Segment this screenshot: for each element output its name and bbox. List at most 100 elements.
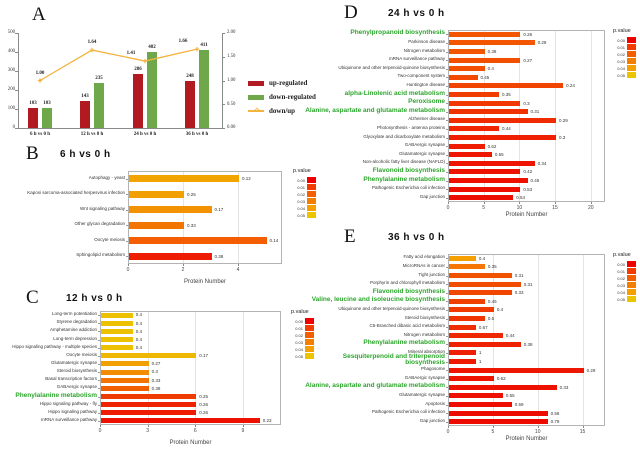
x-tick-mark: [537, 426, 539, 428]
pvalue-label: 0.26: [199, 410, 209, 416]
row-tick-mark: [446, 154, 448, 156]
pathway-label: Amphetamine addiction: [49, 327, 97, 333]
pvalue-label: 0.54: [516, 195, 525, 201]
row-tick-mark: [126, 209, 128, 211]
pvalue-label: 0.4: [487, 66, 494, 72]
pathway-label: GABAergic synapse: [404, 374, 445, 380]
pathway-label: Basal transcription factors: [45, 376, 97, 382]
ratio-value-label: 1.41: [126, 51, 136, 57]
plot-frame: [448, 254, 605, 426]
pvalue-swatch: [627, 44, 636, 50]
row-tick-mark: [98, 380, 100, 382]
x-axis-title: Protein Number: [169, 440, 212, 446]
pvalue-tick-label: 0.01: [297, 185, 305, 190]
pvalue-swatch: [627, 51, 636, 57]
pvalue-label: 0.33: [514, 290, 524, 296]
panel-d-letter: D: [344, 2, 358, 23]
ratio-point-marker: [37, 78, 43, 83]
up-bar: [80, 100, 90, 128]
x-axis-line: [18, 128, 222, 129]
pvalue-swatch: [305, 325, 314, 331]
pvalue-tick-label: 0.00: [617, 262, 625, 267]
gridline: [492, 255, 494, 425]
up-value-label: 286: [134, 66, 142, 72]
pathway-label: Huntington disease: [406, 81, 445, 87]
pathway-label-highlight: Sesquiterpenoid and triterpenoid biosynt…: [342, 352, 445, 367]
down-bar: [42, 108, 52, 128]
pathway-bar: [449, 324, 476, 330]
x-tick-mark: [448, 202, 449, 204]
plot-frame: [448, 30, 605, 202]
pathway-bar: [101, 377, 149, 383]
pvalue-label: 0.29: [559, 117, 568, 123]
x-tick-mark: [519, 202, 521, 204]
pathway-bar: [101, 402, 197, 408]
row-tick-mark: [446, 395, 448, 397]
pvalue-swatch: [307, 205, 316, 211]
pathway-label: GABAergic synapse: [404, 142, 445, 148]
pathway-bar: [449, 143, 485, 149]
row-tick-mark: [446, 327, 448, 329]
pvalue-swatch: [307, 198, 316, 204]
pathway-label: Glutamatergic synapse: [398, 150, 445, 156]
pathway-label: Glutamatergic synapse: [50, 359, 97, 365]
pvalue-tick-label: 0.04: [297, 206, 305, 211]
pvalue-label: 0.12: [242, 176, 251, 182]
row-tick-mark: [98, 404, 100, 406]
up-bar: [133, 73, 143, 128]
panel-a-legend: up-regulated down-regulated down/up: [248, 76, 316, 118]
pathway-bar: [449, 169, 521, 175]
pathway-label: Phagosome: [420, 366, 445, 372]
down-value-label: 411: [200, 42, 208, 48]
row-tick-mark: [446, 361, 448, 363]
y2-tick-label: 2.00: [227, 30, 236, 36]
pathway-bar: [129, 237, 267, 245]
x-axis-title: Protein Number: [505, 436, 548, 442]
pvalue-label: 0.67: [478, 324, 488, 330]
row-tick-mark: [446, 352, 448, 354]
down-bar: [199, 49, 209, 128]
legend-label: down-regulated: [269, 93, 316, 101]
pathway-bar: [101, 394, 197, 399]
row-tick-mark: [446, 387, 448, 389]
x-tick-mark: [195, 425, 197, 427]
gridline: [242, 312, 244, 424]
x-tick-label: 6: [193, 428, 197, 434]
pathway-bar: [129, 190, 184, 198]
pathway-label: Parkinson disease: [408, 38, 445, 44]
pathway-label: Nitrogen metabolism: [403, 47, 445, 53]
pvalue-tick-label: 0.05: [617, 73, 625, 78]
pvalue-swatch: [627, 289, 636, 295]
pvalue-label: 1: [478, 350, 482, 356]
row-tick-mark: [446, 51, 448, 53]
pathway-bar: [101, 345, 133, 351]
x-tick-mark: [238, 264, 239, 266]
pvalue-swatch: [627, 261, 636, 267]
x-tick-label: 4: [236, 267, 240, 273]
pathway-bar: [449, 341, 521, 347]
y-axis-line: [18, 33, 19, 128]
pvalue-label: 0.45: [487, 298, 497, 304]
pathway-label-highlight: Alanine, aspartate and glutamate metabol…: [305, 382, 445, 390]
pathway-bar: [449, 410, 548, 416]
pvalue-label: 0.31: [530, 109, 540, 115]
pvalue-tick-label: 0.00: [617, 38, 625, 43]
pathway-label: Glyoxylate and dicarboxylate metabolism: [363, 133, 445, 139]
pathway-label: Hippo signaling pathway - multiple speci…: [12, 343, 97, 349]
legend-item-down: down-regulated: [248, 90, 316, 104]
pvalue-tick-label: 0.05: [297, 213, 305, 218]
pathway-bar: [101, 410, 197, 416]
down-bar: [147, 51, 157, 128]
pvalue-tick-label: 0.01: [617, 269, 625, 274]
legend-item-ratio: down/up: [248, 104, 316, 118]
pvalue-label: 0.4: [135, 336, 143, 342]
pathway-label: Autophagy - yeast: [88, 174, 125, 180]
x-tick-mark: [492, 426, 494, 428]
category-label: 36 h vs 0 h: [185, 132, 209, 137]
pvalue-label: 0.3: [559, 134, 566, 140]
row-tick-mark: [98, 363, 100, 365]
row-tick-mark: [126, 225, 128, 227]
pvalue-swatch: [305, 332, 314, 338]
down-value-label: 402: [148, 44, 156, 50]
